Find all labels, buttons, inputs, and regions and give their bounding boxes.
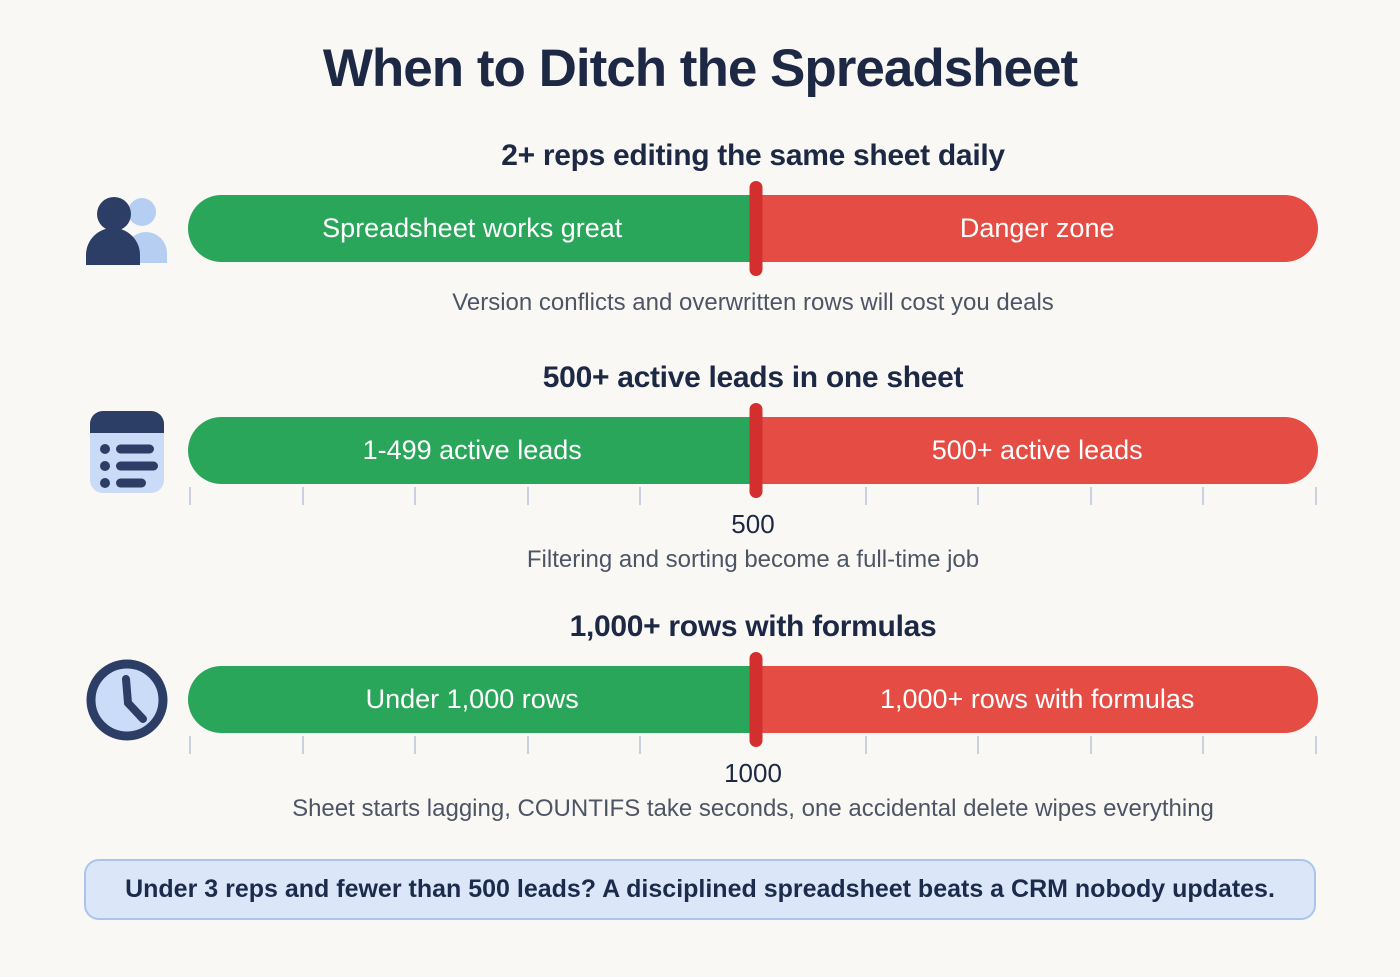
threshold-value-label: 500	[731, 509, 775, 539]
safe-zone-label: Under 1,000 rows	[365, 684, 579, 714]
section-heading: 500+ active leads in one sheet	[542, 361, 964, 394]
tick-mark	[1314, 487, 1317, 505]
tick-mark	[1089, 487, 1092, 505]
people-icon	[82, 191, 172, 267]
list-icon	[82, 407, 172, 495]
section-active-leads: 500+ active leads in one sheet	[90, 361, 1318, 574]
safe-zone: Under 1,000 rows	[188, 666, 757, 733]
section-rows-formulas: 1,000+ rows with formulas Under 1,000 ro…	[86, 610, 1318, 823]
tick-scale	[188, 487, 1318, 507]
safe-zone: Spreadsheet works great	[188, 195, 757, 262]
section-heading: 1,000+ rows with formulas	[569, 610, 937, 643]
safe-zone-label: 1-499 active leads	[362, 435, 582, 465]
section-caption: Version conflicts and overwritten rows w…	[452, 289, 1054, 316]
tick-mark	[639, 487, 642, 505]
tick-mark	[1314, 736, 1317, 754]
page-title: When to Ditch the Spreadsheet	[322, 39, 1078, 98]
threshold-bar-row: 1-499 active leads 500+ active leads	[90, 403, 1318, 498]
threshold-bar-row: Spreadsheet works great Danger zone	[86, 181, 1318, 276]
tick-mark	[864, 487, 867, 505]
sections-column: 2+ reps editing the same sheet daily	[0, 139, 1400, 823]
tick-mark	[1089, 736, 1092, 754]
danger-zone: Danger zone	[756, 195, 1318, 262]
clock-icon	[82, 658, 172, 742]
danger-zone: 1,000+ rows with formulas	[756, 666, 1318, 733]
section-heading: 2+ reps editing the same sheet daily	[501, 139, 1005, 172]
tick-mark	[526, 736, 529, 754]
safe-zone: 1-499 active leads	[188, 417, 757, 484]
danger-zone-label: Danger zone	[959, 213, 1115, 243]
threshold-bar-row: Under 1,000 rows 1,000+ rows with formul…	[86, 652, 1318, 747]
tick-mark	[301, 736, 304, 754]
threshold-divider	[749, 652, 763, 747]
tick-mark	[189, 487, 191, 505]
threshold-bar: 1-499 active leads 500+ active leads	[188, 403, 1318, 498]
threshold-bar: Spreadsheet works great Danger zone	[188, 181, 1318, 276]
danger-zone-label: 500+ active leads	[931, 435, 1143, 465]
threshold-bar: Under 1,000 rows 1,000+ rows with formul…	[188, 652, 1318, 747]
tick-mark	[301, 487, 304, 505]
danger-zone: 500+ active leads	[756, 417, 1318, 484]
bottom-note: Under 3 reps and fewer than 500 leads? A…	[84, 859, 1316, 920]
tick-mark	[414, 487, 417, 505]
bottom-note-text: Under 3 reps and fewer than 500 leads? A…	[125, 875, 1275, 903]
tick-mark	[414, 736, 417, 754]
tick-mark	[1202, 736, 1205, 754]
tick-mark	[977, 736, 980, 754]
tick-scale	[188, 736, 1318, 756]
section-reps-editing: 2+ reps editing the same sheet daily	[86, 139, 1318, 317]
infographic-canvas: When to Ditch the Spreadsheet 2+ reps ed…	[0, 38, 1400, 977]
danger-zone-label: 1,000+ rows with formulas	[879, 684, 1195, 714]
tick-mark	[639, 736, 642, 754]
section-caption: Sheet starts lagging, COUNTIFS take seco…	[292, 795, 1214, 822]
tick-mark	[526, 487, 529, 505]
threshold-value-label: 1000	[724, 758, 782, 788]
section-caption: Filtering and sorting become a full-time…	[526, 546, 980, 573]
tick-mark	[977, 487, 980, 505]
threshold-divider	[749, 403, 763, 498]
threshold-divider	[749, 181, 763, 276]
safe-zone-label: Spreadsheet works great	[322, 213, 623, 243]
tick-mark	[1202, 487, 1205, 505]
tick-mark	[189, 736, 191, 754]
tick-mark	[864, 736, 867, 754]
